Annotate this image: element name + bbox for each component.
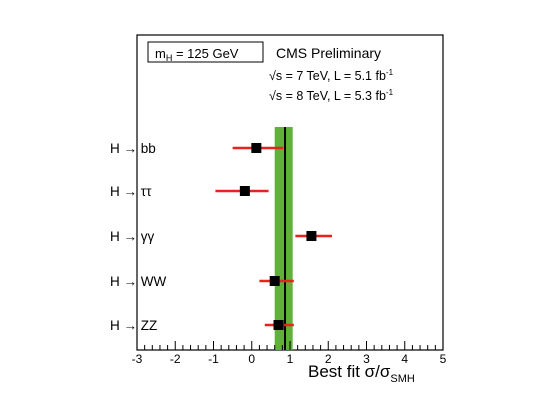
- lumi-8tev-label: √s = 8 TeV, L = 5.3 fb-1: [269, 88, 394, 103]
- category-labels: H → bb H → ττ H → γγ H → WW H → ZZ: [110, 141, 166, 333]
- x-tick-label: -3: [132, 352, 143, 366]
- mass-label-box: [147, 41, 264, 63]
- measurements: [215, 143, 333, 330]
- experiment-label: CMS Preliminary: [276, 45, 381, 61]
- x-tick-label: 5: [440, 352, 447, 366]
- category-label: H → ττ: [110, 184, 152, 199]
- x-tick-label: -2: [170, 352, 181, 366]
- x-tick-label: 3: [363, 352, 370, 366]
- x-tick-label: 0: [248, 352, 255, 366]
- lumi-7tev-label: √s = 7 TeV, L = 5.1 fb-1: [269, 68, 394, 83]
- data-point: [251, 143, 262, 153]
- x-axis: -3 -2 -1 0 1 2 3 4 5: [132, 341, 447, 366]
- data-point: [239, 186, 250, 196]
- mass-label: mH = 125 GeV: [155, 46, 239, 63]
- combined-band: [274, 127, 293, 350]
- x-tick-label: 2: [325, 352, 332, 366]
- x-axis-title: Best fit σ/σSMH: [308, 362, 415, 385]
- category-label: H → ZZ: [110, 318, 157, 333]
- data-point: [306, 231, 317, 241]
- combined-uncertainty-band: [274, 127, 293, 350]
- data-point: [273, 320, 284, 330]
- x-tick-label: 4: [401, 352, 408, 366]
- category-label: H → γγ: [110, 229, 155, 244]
- category-label: H → WW: [110, 274, 166, 289]
- x-tick-label: 1: [287, 352, 294, 366]
- data-point: [269, 276, 280, 286]
- category-label: H → bb: [110, 141, 156, 156]
- x-tick-label: -1: [208, 352, 219, 366]
